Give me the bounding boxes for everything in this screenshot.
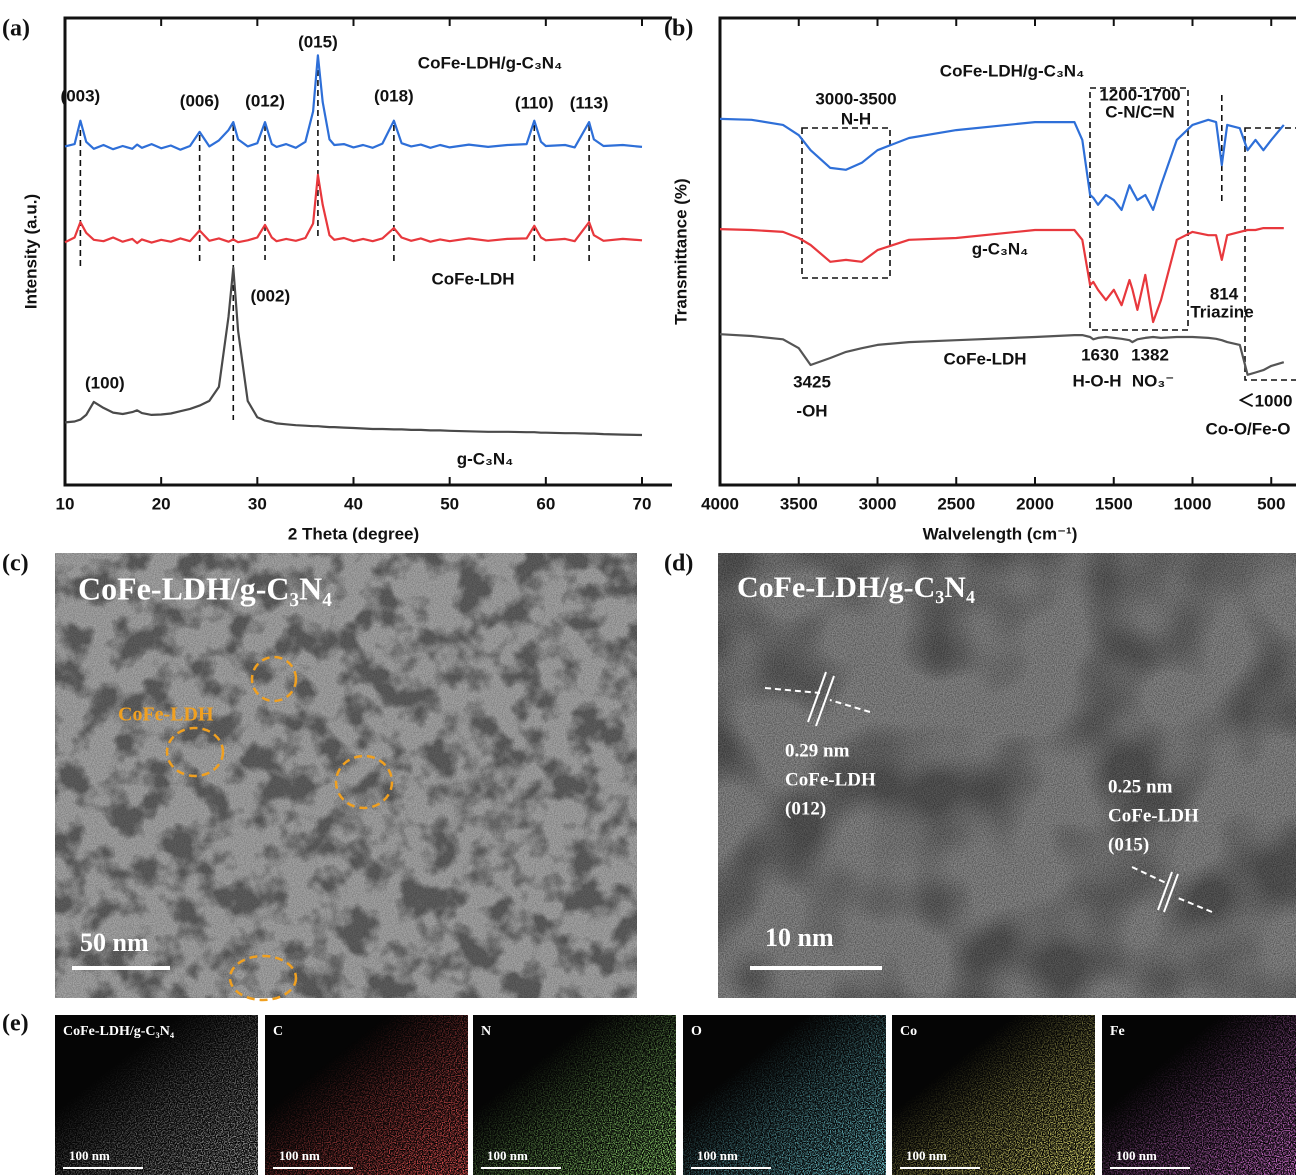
scale-bar-label: 100 nm — [697, 1148, 738, 1163]
scale-bar-label: 100 nm — [69, 1148, 110, 1163]
annotation: H-O-H — [1072, 371, 1121, 390]
annotation: N-H — [841, 109, 871, 128]
annotation: 814 — [1210, 284, 1239, 303]
series-label: CoFe-LDH/g-C₃N₄ — [940, 61, 1084, 80]
tile-label: C — [273, 1024, 283, 1039]
tile-label: Fe — [1110, 1024, 1125, 1039]
image-title: CoFe-LDH/g-C₃N₄ — [737, 571, 975, 604]
x-tick-label: 2500 — [937, 494, 975, 513]
panel-label: (a) — [2, 16, 30, 42]
scale-bar-label: 100 nm — [279, 1148, 320, 1163]
panel-label: (d) — [664, 551, 693, 577]
annotation: Triazine — [1190, 302, 1253, 321]
annotation: NO₃⁻ — [1132, 371, 1174, 390]
annotation: (113) — [570, 93, 609, 112]
chart: (a) 10 20 30 40 50 60 70 2 Theta (degree) Intensi… — [2, 16, 672, 544]
tile-label: CoFe-LDH/g-C₃N₄ — [63, 1024, 175, 1039]
tile-label: Co — [900, 1024, 917, 1039]
image-title: CoFe-LDH/g-C₃N₄ — [78, 570, 332, 606]
body: (a) 10 20 30 40 50 60 70 2 Theta (degree) Intensi… — [0, 0, 1296, 1175]
x-tick-label: 50 — [440, 494, 459, 513]
y-axis-label: Intensity (a.u.) — [21, 194, 40, 309]
x-tick-label: 40 — [344, 494, 363, 513]
page: CoFe-LDH/g-C3N4 characterization {"chart… — [0, 0, 1296, 1175]
tile-label: N — [481, 1024, 491, 1039]
annotation: (018) — [374, 86, 414, 105]
series-label: g-C₃N₄ — [972, 239, 1029, 258]
annotation: (002) — [250, 286, 290, 305]
x-tick-label: 2000 — [1016, 494, 1054, 513]
panel-label: (b) — [664, 16, 693, 42]
annotation: (100) — [85, 373, 125, 392]
image-label: CoFe-LDH — [118, 704, 214, 726]
annotation: -OH — [796, 401, 827, 420]
figure: (a) 10 20 30 40 50 60 70 2 Theta (degree) Intensi… — [0, 0, 1296, 1175]
scale-bar-label: 10 nm — [765, 923, 834, 952]
x-tick-label: 500 — [1257, 494, 1285, 513]
annotation: Co-O/Fe-O — [1206, 419, 1291, 438]
scale-bar-label: 100 nm — [487, 1148, 528, 1163]
x-tick-label: 3000 — [859, 494, 897, 513]
fringe-label: CoFe-LDH — [1108, 805, 1199, 826]
x-tick-label: 10 — [56, 494, 75, 513]
annotation: (110) — [515, 93, 554, 112]
x-axis-label: 2 Theta (degree) — [288, 524, 419, 543]
fringe-label: 0.25 nm — [1108, 776, 1173, 797]
scale-bar-label: 50 nm — [80, 928, 149, 957]
region-box — [1245, 128, 1296, 380]
annotation: C-N/C=N — [1105, 102, 1174, 121]
annotation: 1630 — [1081, 345, 1119, 364]
x-tick-label: 30 — [248, 494, 267, 513]
series-line — [65, 268, 642, 435]
x-tick-label: 60 — [536, 494, 555, 513]
scale-bar-label: 100 nm — [1116, 1148, 1157, 1163]
series-label: g-C₃N₄ — [457, 449, 514, 468]
annotation: (012) — [245, 91, 285, 110]
chart: (b) 4000 3500 3000 2500 2000 1500 1000 500 Walvel… — [664, 16, 1296, 544]
annotation: (015) — [298, 32, 338, 51]
annotation: 3425 — [793, 372, 831, 391]
x-axis-label: Walvelength (cm⁻¹) — [923, 524, 1078, 543]
fringe-label: CoFe-LDH — [785, 769, 876, 790]
y-axis-label: Transmittance (%) — [671, 178, 690, 324]
fringe-label: (012) — [785, 798, 826, 819]
region-box — [1090, 88, 1188, 330]
series-line — [720, 119, 1284, 210]
x-tick-label: 20 — [152, 494, 171, 513]
fringe-label: 0.29 nm — [785, 740, 850, 761]
x-tick-label: 1000 — [1174, 494, 1212, 513]
panel-label: (c) — [2, 551, 29, 577]
x-tick-label: 3500 — [780, 494, 818, 513]
tile-label: O — [691, 1024, 702, 1039]
annotation: 3000-3500 — [815, 89, 896, 108]
x-tick-label: 70 — [633, 494, 652, 513]
panel-label: (e) — [2, 1011, 29, 1037]
fringe-label: (015) — [1108, 834, 1149, 855]
series-label: CoFe-LDH — [431, 269, 514, 288]
annotation: ＜1000 — [1238, 391, 1293, 410]
images: (c) CoFe-LDH/g-C₃N₄ CoFe-LDH 50 nm (d) CoFe-L… — [2, 551, 1296, 1175]
scale-bar-label: 100 nm — [906, 1148, 947, 1163]
annotation: (006) — [180, 91, 220, 110]
charts: (a) 10 20 30 40 50 60 70 2 Theta (degree) Intensi… — [2, 16, 1296, 544]
annotation: (003) — [61, 86, 101, 105]
annotation: 1382 — [1131, 345, 1169, 364]
series-label: CoFe-LDH/g-C₃N₄ — [418, 53, 562, 72]
series-label: CoFe-LDH — [943, 349, 1026, 368]
x-tick-label: 4000 — [701, 494, 739, 513]
x-tick-label: 1500 — [1095, 494, 1133, 513]
series-line — [65, 175, 642, 243]
